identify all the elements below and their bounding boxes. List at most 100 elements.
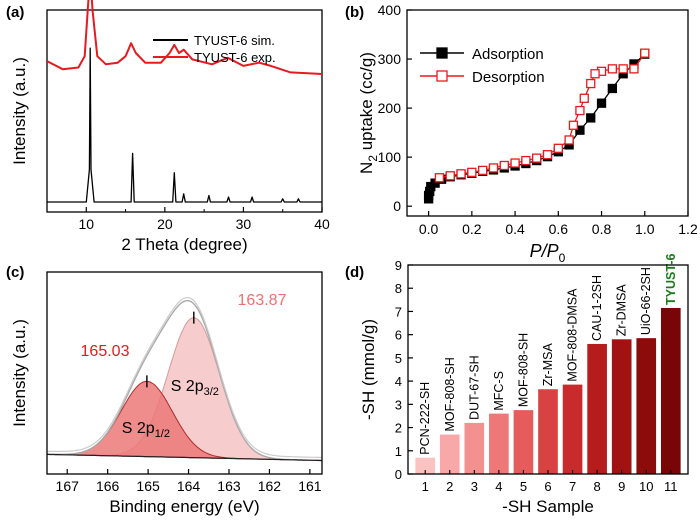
panel-a: (a) 10 20 30 40 2 Theta (degree) Intensity (a.… bbox=[6, 0, 330, 254]
peak-name-sub: 3/2 bbox=[204, 386, 219, 398]
legend-label: Desorption bbox=[472, 69, 545, 86]
peak-value-label: 165.03 bbox=[81, 343, 130, 360]
bar bbox=[464, 422, 485, 474]
y-axis-label: N2 uptake (cc/g) bbox=[357, 52, 380, 174]
raw-data-line bbox=[46, 296, 322, 459]
x-axis-label: Binding energy (eV) bbox=[109, 497, 259, 516]
data-point bbox=[607, 83, 617, 94]
bar bbox=[513, 410, 534, 474]
legend-marker bbox=[436, 70, 448, 82]
x-axis-label: P/P0 bbox=[530, 241, 566, 265]
x-axis-label: -SH Sample bbox=[502, 497, 594, 516]
y-axis-label-rest: uptake (cc/g) bbox=[357, 52, 376, 155]
x-tick-label: 9 bbox=[618, 479, 625, 494]
x-tick-label: 167 bbox=[56, 478, 80, 494]
x-tick-label: 11 bbox=[664, 479, 678, 494]
data-point bbox=[542, 150, 553, 160]
data-point bbox=[445, 171, 455, 181]
bar bbox=[489, 413, 509, 474]
y-tick-label: 1 bbox=[395, 444, 402, 459]
data-point bbox=[590, 69, 600, 79]
data-point bbox=[607, 64, 617, 74]
bar-label: Zr-MSA bbox=[541, 343, 555, 387]
x-tick-label: 1.2 bbox=[678, 221, 698, 237]
data-point bbox=[553, 143, 563, 153]
y-tick-label: 0 bbox=[393, 198, 401, 214]
peak-name-main: S 2p bbox=[122, 420, 155, 437]
y-tick-label: 4 bbox=[395, 374, 402, 389]
data-point bbox=[510, 158, 520, 168]
bar bbox=[636, 338, 657, 474]
x-tick-label: 0.0 bbox=[419, 221, 439, 237]
legend-label: TYUST-6 exp. bbox=[194, 50, 276, 65]
series-line-2 bbox=[46, 0, 323, 75]
y-tick-label: 100 bbox=[378, 149, 402, 165]
bar-label: Zr-DMSA bbox=[615, 284, 629, 337]
y-tick-label: 6 bbox=[395, 328, 402, 343]
bar-label: MFC-S bbox=[492, 371, 506, 411]
x-axis-label: 2 Theta (degree) bbox=[121, 235, 247, 254]
bar bbox=[439, 434, 460, 474]
bar-label: CAU-1-2SH bbox=[590, 275, 604, 341]
peak-name-sub: 1/2 bbox=[155, 428, 170, 440]
data-point bbox=[629, 64, 639, 74]
panel-b: (b) 0.0 0.2 0.4 0.6 0.8 1.0 1.2 0 100 200 300 400 P/P… bbox=[345, 2, 698, 265]
bar bbox=[538, 389, 558, 474]
x-axis-label-main: P/P bbox=[530, 241, 559, 261]
bar bbox=[587, 343, 607, 474]
plot-frame bbox=[46, 271, 323, 475]
y-axis-label-main: N bbox=[357, 162, 376, 174]
x-tick-label: 1.0 bbox=[635, 221, 655, 237]
x-tick-label: 2 bbox=[446, 479, 453, 494]
data-point bbox=[488, 163, 499, 173]
y-tick-label: 300 bbox=[378, 51, 402, 67]
bar bbox=[562, 384, 583, 474]
data-point bbox=[499, 160, 509, 171]
x-tick-label: 6 bbox=[544, 479, 551, 494]
bar-label: DUT-67-SH bbox=[467, 355, 481, 420]
y-tick-label: 2 bbox=[395, 421, 402, 436]
envelope-line bbox=[46, 299, 322, 462]
panel-label: (d) bbox=[345, 264, 364, 281]
x-tick-label: 30 bbox=[236, 216, 252, 232]
x-tick-label: 10 bbox=[78, 216, 94, 232]
y-tick-label: 8 bbox=[395, 281, 402, 296]
x-tick-label: 0.4 bbox=[505, 221, 525, 237]
x-tick-label: 10 bbox=[639, 479, 653, 494]
y-tick-label: 5 bbox=[395, 351, 402, 366]
bar bbox=[611, 339, 632, 474]
x-tick-label: 7 bbox=[569, 479, 576, 494]
x-tick-label: 163 bbox=[217, 478, 241, 494]
x-axis-label-sub: 0 bbox=[559, 251, 566, 265]
x-tick-label: 0.6 bbox=[549, 221, 569, 237]
y-axis-label: -SH (mmol/g) bbox=[359, 319, 378, 420]
data-point bbox=[640, 48, 650, 58]
bar-label: TYUST-6 bbox=[664, 254, 678, 305]
bar-label: PCN-222-SH bbox=[418, 382, 432, 455]
y-tick-label: 9 bbox=[395, 258, 402, 273]
x-tick-label: 5 bbox=[520, 479, 527, 494]
panel-d: (d) PCN-222-SH 1 MOF-808-SH 2 DUT-67-SH 3 MFC-S… bbox=[345, 254, 689, 516]
y-axis-label: Intensity (a.u.) bbox=[10, 319, 29, 427]
x-tick-label: 20 bbox=[157, 216, 173, 232]
data-point bbox=[434, 173, 445, 183]
y-tick-label: 3 bbox=[395, 397, 402, 412]
x-tick-label: 166 bbox=[96, 478, 120, 494]
data-point bbox=[586, 78, 596, 89]
plot-frame bbox=[407, 264, 689, 475]
data-point bbox=[568, 120, 579, 130]
bar bbox=[660, 307, 681, 474]
data-point bbox=[532, 153, 542, 163]
x-tick-label: 162 bbox=[258, 478, 282, 494]
legend-label: TYUST-6 sim. bbox=[194, 33, 275, 48]
plot-frame bbox=[46, 9, 323, 213]
y-axis-label-sub: 2 bbox=[366, 155, 380, 162]
y-tick-label: 0 bbox=[395, 467, 402, 482]
data-point bbox=[596, 98, 607, 108]
peak-name-label: S 2p1/2 bbox=[122, 420, 170, 440]
baseline-line bbox=[47, 453, 322, 462]
y-tick-label: 7 bbox=[395, 304, 402, 319]
data-point bbox=[521, 155, 531, 166]
panel-label: (a) bbox=[6, 4, 24, 21]
